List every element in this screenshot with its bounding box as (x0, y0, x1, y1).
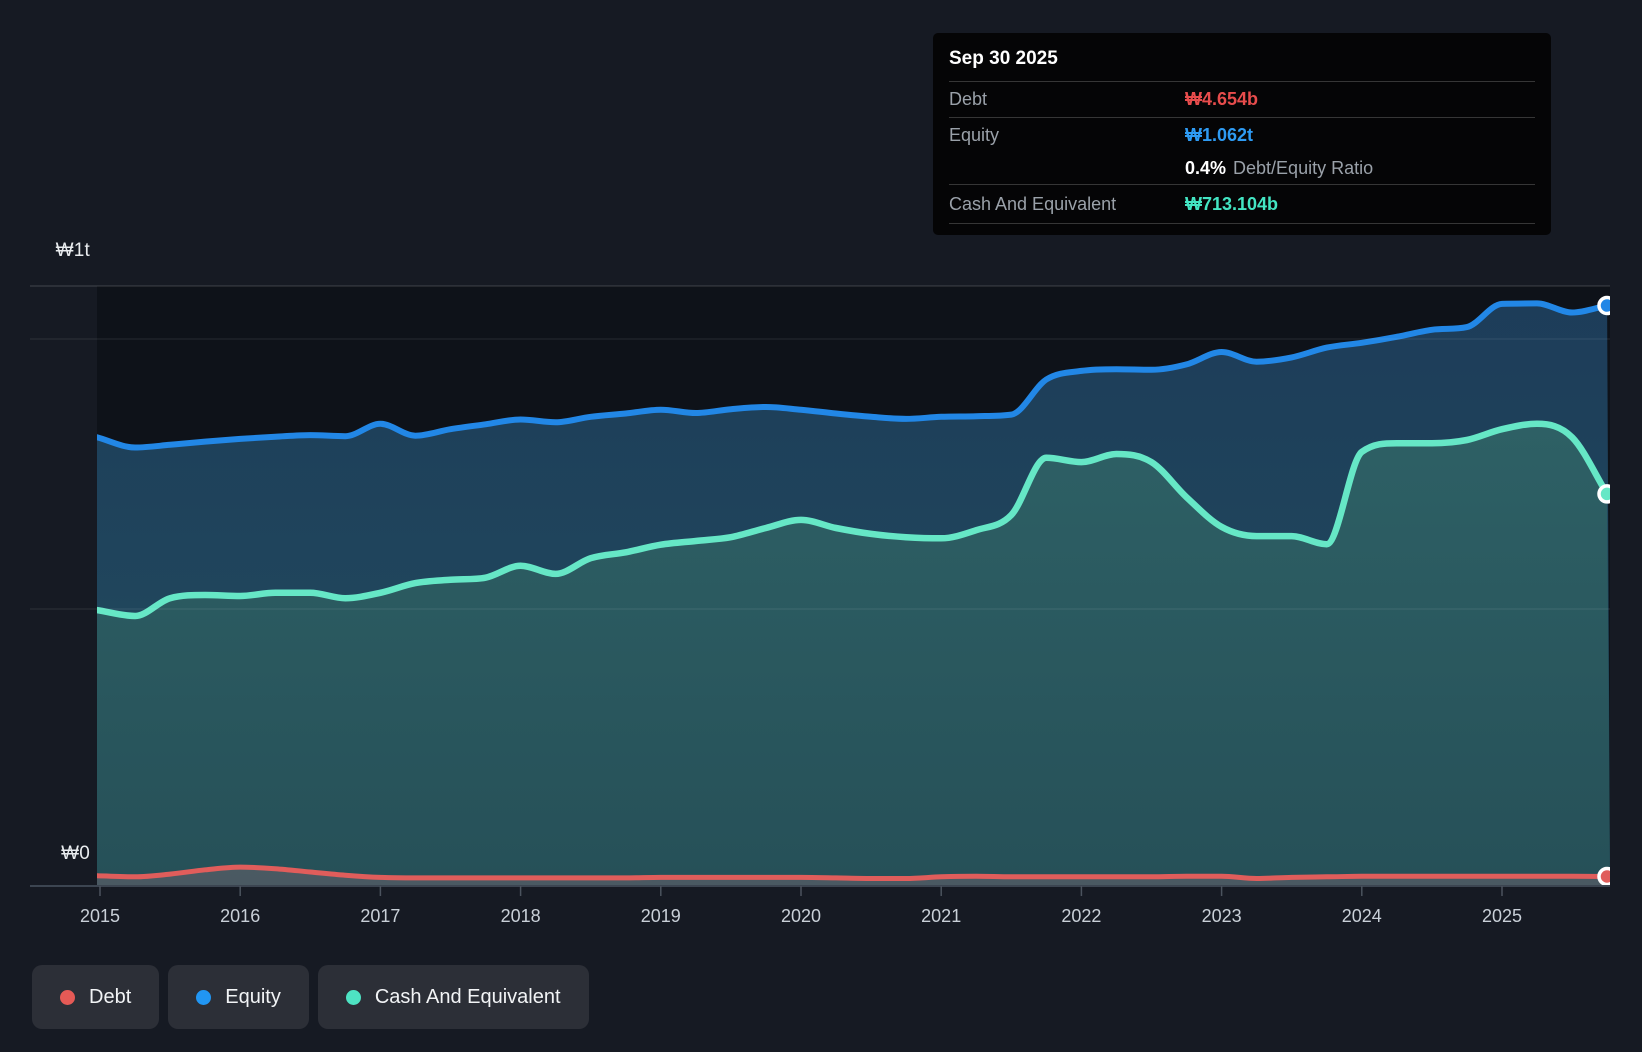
debt-dot-icon (60, 989, 75, 1005)
tooltip-equity-value: ₩1.062t (1185, 124, 1254, 145)
x-axis: 2015 2016 2017 2018 2019 2020 2021 2022 2023 2024… (0, 906, 1642, 932)
cash-marker[interactable] (1597, 484, 1615, 504)
tooltip-cash-label: Cash And Equivalent (949, 193, 1117, 214)
tooltip-row-cash: Cash And Equivalent ₩713.104b (949, 185, 1535, 224)
debt-area (97, 867, 1610, 886)
y-axis-label-0: ₩0 (61, 843, 90, 864)
legend-item-equity[interactable]: Equity (168, 965, 309, 1029)
x-axis-label-2017: 2017 (360, 906, 401, 926)
tooltip-ratio-value: 0.4% (1185, 157, 1227, 178)
tooltip-debt-label: Debt (949, 89, 988, 109)
x-axis-label-2023: 2023 (1201, 906, 1242, 926)
x-axis-label-2021: 2021 (921, 906, 962, 926)
legend-item-debt[interactable]: Debt (32, 965, 160, 1029)
equity-marker[interactable] (1597, 295, 1615, 316)
cash-dot-icon (345, 989, 361, 1005)
tooltip-equity-label: Equity (949, 124, 1000, 145)
x-axis-label-2018: 2018 (500, 906, 541, 926)
tooltip-ratio-label: Debt/Equity Ratio (1233, 157, 1374, 178)
tooltip-row-debt: Debt ₩4.654b (949, 82, 1535, 118)
tooltip-date-title: Sep 30 2025 (949, 33, 1535, 82)
cash-line (97, 420, 1610, 620)
equity-line (97, 300, 1610, 451)
legend-cash-label: Cash And Equivalent (374, 985, 561, 1008)
tooltip-row-ratio: 0.4% Debt/Equity Ratio (949, 152, 1535, 185)
tooltip-debt-value: ₩4.654b (1185, 89, 1259, 109)
legend-debt-label: Debt (89, 985, 132, 1008)
debt-line (97, 864, 1610, 882)
x-axis-label-2015: 2015 (79, 906, 121, 926)
equity-dot-icon (196, 989, 212, 1005)
chart-tooltip: Sep 30 2025 Debt ₩4.654b Equity ₩1.062t … (933, 33, 1551, 235)
debt-marker[interactable] (1597, 866, 1615, 887)
cash-area (97, 423, 1610, 886)
x-axis-label-2020: 2020 (780, 906, 822, 926)
tooltip-row-equity: Equity ₩1.062t (949, 118, 1535, 152)
tooltip-cash-value: ₩713.104b (1185, 193, 1279, 214)
x-axis-label-2022: 2022 (1061, 906, 1102, 926)
x-axis-label-2016: 2016 (220, 906, 261, 926)
legend: Debt Equity Cash And Equivalent (32, 965, 589, 1029)
legend-item-cash[interactable]: Cash And Equivalent (317, 965, 589, 1029)
x-axis-label-2024: 2024 (1341, 906, 1382, 926)
legend-equity-label: Equity (225, 985, 281, 1008)
x-axis-label-2025: 2025 (1481, 906, 1523, 926)
plot-area[interactable] (97, 295, 1615, 887)
x-axis-label-2019: 2019 (640, 906, 681, 926)
y-axis-label-1t: ₩1t (55, 240, 90, 261)
